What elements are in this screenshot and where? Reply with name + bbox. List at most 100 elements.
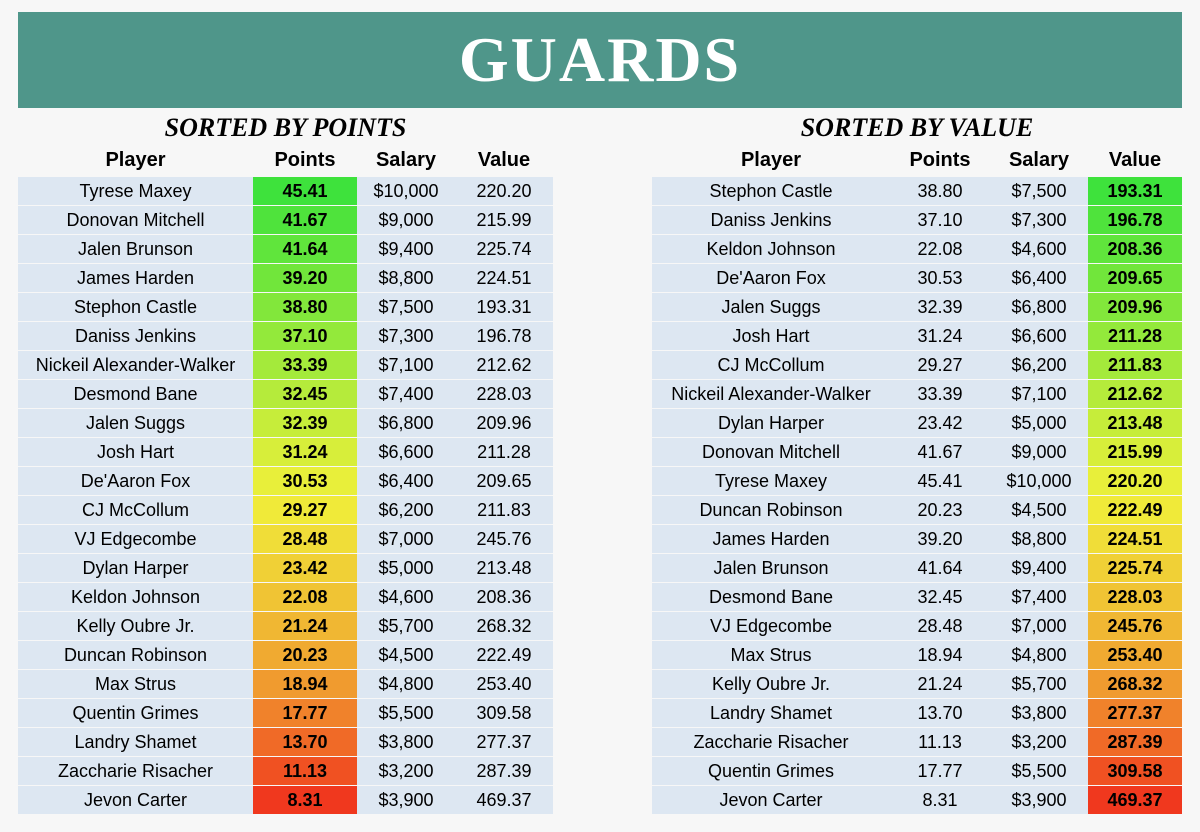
table-cell: CJ McCollum bbox=[18, 496, 253, 524]
table-cell: 37.10 bbox=[890, 206, 990, 234]
table-cell: Jalen Brunson bbox=[18, 235, 253, 263]
table-cell: $9,000 bbox=[990, 438, 1088, 466]
table-cell: 193.31 bbox=[1088, 177, 1182, 205]
table-cell: 8.31 bbox=[890, 786, 990, 814]
table-cell: Kelly Oubre Jr. bbox=[652, 670, 890, 698]
table-cell: $6,400 bbox=[990, 264, 1088, 292]
table-cell: 17.77 bbox=[890, 757, 990, 785]
table-cell: 28.48 bbox=[253, 525, 357, 553]
table-cell: $5,500 bbox=[357, 699, 455, 727]
table-cell: 41.67 bbox=[890, 438, 990, 466]
table-cell: Duncan Robinson bbox=[18, 641, 253, 669]
table-cell: 193.31 bbox=[455, 293, 553, 321]
table-cell: 31.24 bbox=[253, 438, 357, 466]
table-cell: Duncan Robinson bbox=[652, 496, 890, 524]
table-cell: $6,600 bbox=[990, 322, 1088, 350]
table-cell: 22.08 bbox=[890, 235, 990, 263]
column-header: Points bbox=[909, 149, 971, 171]
table-cell: Daniss Jenkins bbox=[18, 322, 253, 350]
table-cell: De'Aaron Fox bbox=[652, 264, 890, 292]
table-cell: $3,200 bbox=[357, 757, 455, 785]
table-cell: $6,800 bbox=[357, 409, 455, 437]
table-cell: 37.10 bbox=[253, 322, 357, 350]
table-cell: Desmond Bane bbox=[652, 583, 890, 611]
table-cell: 29.27 bbox=[890, 351, 990, 379]
table-cell: 11.13 bbox=[253, 757, 357, 785]
table-cell: 17.77 bbox=[253, 699, 357, 727]
table-cell: 211.28 bbox=[455, 438, 553, 466]
table-cell: 41.67 bbox=[253, 206, 357, 234]
table-cell: $6,400 bbox=[357, 467, 455, 495]
table-cell: 228.03 bbox=[1088, 583, 1182, 611]
table-cell: $9,400 bbox=[357, 235, 455, 263]
table-cell: 277.37 bbox=[455, 728, 553, 756]
table-cell: Daniss Jenkins bbox=[652, 206, 890, 234]
table-cell: Jevon Carter bbox=[18, 786, 253, 814]
table-cell: $9,400 bbox=[990, 554, 1088, 582]
table-cell: 220.20 bbox=[455, 177, 553, 205]
table-cell: 222.49 bbox=[1088, 496, 1182, 524]
table-cell: 21.24 bbox=[253, 612, 357, 640]
table-cell: $7,500 bbox=[357, 293, 455, 321]
column-header: Player bbox=[105, 149, 166, 171]
column-header: Points bbox=[274, 149, 336, 171]
table-cell: Landry Shamet bbox=[18, 728, 253, 756]
table-cell: De'Aaron Fox bbox=[18, 467, 253, 495]
table-cell: 208.36 bbox=[455, 583, 553, 611]
table-cell: Zaccharie Risacher bbox=[652, 728, 890, 756]
table-cell: Keldon Johnson bbox=[18, 583, 253, 611]
table-cell: $4,600 bbox=[990, 235, 1088, 263]
title-banner: GUARDS bbox=[18, 12, 1182, 108]
table-cell: 45.41 bbox=[253, 177, 357, 205]
table-cell: 18.94 bbox=[890, 641, 990, 669]
column-header: Value bbox=[477, 149, 531, 171]
table-cell: Jalen Suggs bbox=[18, 409, 253, 437]
table-cell: Tyrese Maxey bbox=[652, 467, 890, 495]
column-header: Player bbox=[740, 149, 802, 171]
table-cell: 245.76 bbox=[455, 525, 553, 553]
table-cell: 39.20 bbox=[890, 525, 990, 553]
table-cell: $4,500 bbox=[357, 641, 455, 669]
table-cell: 469.37 bbox=[1088, 786, 1182, 814]
table-cell: 30.53 bbox=[890, 264, 990, 292]
table-cell: 212.62 bbox=[1088, 380, 1182, 408]
table-cell: 21.24 bbox=[890, 670, 990, 698]
table-cell: $7,000 bbox=[357, 525, 455, 553]
table-cell: $10,000 bbox=[990, 467, 1088, 495]
table-cell: $8,800 bbox=[990, 525, 1088, 553]
table-cell: 32.39 bbox=[890, 293, 990, 321]
table-cell: 29.27 bbox=[253, 496, 357, 524]
table-cell: Desmond Bane bbox=[18, 380, 253, 408]
table-cell: Stephon Castle bbox=[652, 177, 890, 205]
table-cell: 38.80 bbox=[890, 177, 990, 205]
table-cell: 225.74 bbox=[455, 235, 553, 263]
table-cell: $7,100 bbox=[357, 351, 455, 379]
table-cell: 224.51 bbox=[1088, 525, 1182, 553]
table-cell: Landry Shamet bbox=[652, 699, 890, 727]
table-cell: 41.64 bbox=[890, 554, 990, 582]
table-cell: $6,800 bbox=[990, 293, 1088, 321]
table-cell: Josh Hart bbox=[18, 438, 253, 466]
table-cell: 213.48 bbox=[455, 554, 553, 582]
table-cell: 209.96 bbox=[455, 409, 553, 437]
table-cell: $5,500 bbox=[990, 757, 1088, 785]
table-cell: 23.42 bbox=[253, 554, 357, 582]
table-cell: 213.48 bbox=[1088, 409, 1182, 437]
column-header: Salary bbox=[375, 149, 437, 171]
table-cell: 20.23 bbox=[890, 496, 990, 524]
table-cell: 222.49 bbox=[455, 641, 553, 669]
table-cell: 33.39 bbox=[890, 380, 990, 408]
table-cell: Nickeil Alexander-Walker bbox=[652, 380, 890, 408]
table-cell: 253.40 bbox=[455, 670, 553, 698]
table-cell: $3,800 bbox=[990, 699, 1088, 727]
table-cell: $3,900 bbox=[990, 786, 1088, 814]
table-cell: 18.94 bbox=[253, 670, 357, 698]
table-cell: Jalen Suggs bbox=[652, 293, 890, 321]
table-cell: $8,800 bbox=[357, 264, 455, 292]
table-cell: 32.45 bbox=[890, 583, 990, 611]
table-cell: $3,200 bbox=[990, 728, 1088, 756]
table-cell: CJ McCollum bbox=[652, 351, 890, 379]
table-cell: 209.65 bbox=[1088, 264, 1182, 292]
table-cell: Max Strus bbox=[652, 641, 890, 669]
table-cell: VJ Edgecombe bbox=[18, 525, 253, 553]
